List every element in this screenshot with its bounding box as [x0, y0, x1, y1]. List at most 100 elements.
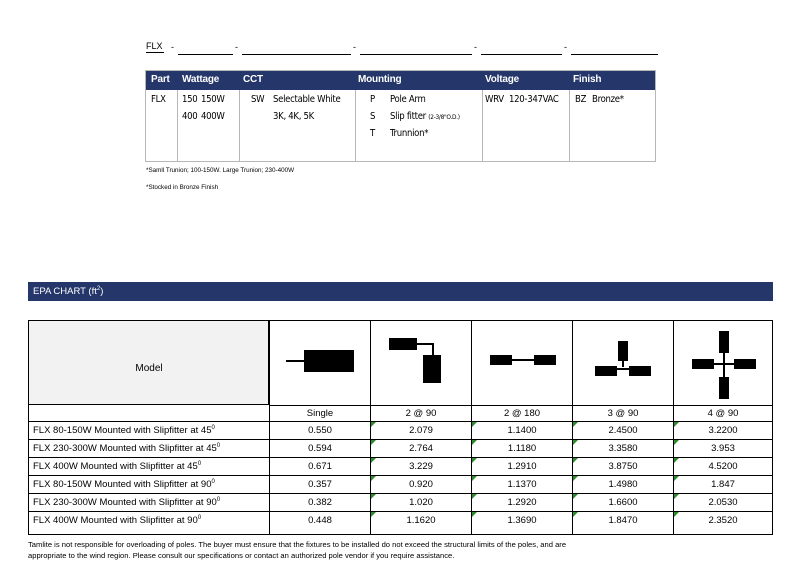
cell-marker	[674, 440, 679, 445]
epa-value: 3.3580	[608, 443, 638, 454]
epa-value: 1.6600	[608, 497, 638, 508]
table-row: FLX 400W Mounted with Slipfitter at 450 …	[29, 457, 772, 475]
column-header: 2 @ 90	[405, 408, 437, 419]
header-part: Part	[151, 74, 170, 85]
disclaimer: Tamlite is not responsible for overloadi…	[28, 540, 778, 561]
epa-value: 0.920	[409, 479, 433, 490]
mounting-label: Slip fitter (2-3/8"O.D.)	[390, 111, 460, 122]
cell-marker	[674, 476, 679, 481]
cell-marker	[371, 440, 376, 445]
column-header: 4 @ 90	[707, 408, 739, 419]
epa-value: 1.4980	[608, 479, 638, 490]
column-header: 2 @ 180	[503, 408, 541, 419]
column-header: 3 @ 90	[607, 408, 639, 419]
epa-value: 3.2200	[708, 425, 738, 436]
epa-value: 1.847	[711, 479, 735, 490]
cell-marker	[472, 476, 477, 481]
four-at-90-mount-icon	[674, 321, 772, 405]
epa-value: 1.2910	[507, 461, 537, 472]
table-row: FLX 400W Mounted with Slipfitter at 900 …	[29, 511, 772, 534]
epa-value: 4.5200	[708, 461, 738, 472]
ordering-table-header: Part Wattage CCT Mounting Voltage Finish	[146, 71, 655, 90]
finish-code: BZ	[575, 94, 587, 105]
wattage-code: 400	[182, 111, 198, 122]
cell-marker	[573, 458, 578, 463]
mounting-label: Trunnion*	[390, 128, 429, 139]
ordering-dash: -	[474, 42, 477, 52]
voltage-label: 120-347VAC	[509, 94, 559, 105]
ordering-blank-voltage	[481, 54, 562, 55]
cell-marker	[573, 512, 578, 517]
table-row: FLX 80-150W Mounted with Slipfitter at 9…	[29, 475, 772, 493]
cell-marker	[371, 458, 376, 463]
finish-note: *Stocked in Bronze Finish	[146, 184, 219, 191]
model-header: Model	[135, 363, 163, 374]
disclaimer-line: Tamlite is not responsible for overloadi…	[28, 540, 567, 549]
table-row: FLX 230-300W Mounted with Slipfitter at …	[29, 493, 772, 511]
epa-value: 2.0530	[708, 497, 738, 508]
cct-code: SW	[251, 94, 265, 105]
wattage-label: 400W	[201, 111, 225, 122]
row-model: FLX 80-150W Mounted with Slipfitter at 9…	[33, 479, 215, 491]
cct-label: Selectable White	[273, 94, 341, 105]
epa-value: 1.3690	[507, 515, 537, 526]
wattage-label: 150W	[201, 94, 225, 105]
ordering-dash: -	[235, 42, 238, 52]
cct-options: 3K, 4K, 5K	[273, 111, 314, 122]
ordering-blank-cct	[242, 54, 351, 55]
epa-chart-title: EPA CHART (ft2)	[28, 282, 773, 301]
header-mounting: Mounting	[358, 74, 402, 85]
row-model: FLX 230-300W Mounted with Slipfitter at …	[33, 443, 221, 455]
cell-marker	[371, 512, 376, 517]
epa-value: 0.357	[308, 479, 332, 490]
cell-marker	[573, 494, 578, 499]
cell-marker	[674, 512, 679, 517]
cell-marker	[674, 494, 679, 499]
epa-table: Model Single 2 @ 90 2 @ 180 3 @ 90 4 @ 9…	[28, 320, 773, 535]
mounting-code: S	[370, 111, 376, 122]
epa-value: 2.3520	[708, 515, 738, 526]
ordering-code-line: FLX - - - - -	[146, 41, 658, 55]
model-header-cell: Model	[29, 321, 269, 405]
epa-value: 1.8470	[608, 515, 638, 526]
cell-marker	[573, 422, 578, 427]
epa-value: 2.4500	[608, 425, 638, 436]
cell-marker	[674, 458, 679, 463]
mounting-label: Pole Arm	[390, 94, 426, 105]
header-cct: CCT	[243, 74, 263, 85]
cell-marker	[472, 440, 477, 445]
epa-value: 3.8750	[608, 461, 638, 472]
cell-marker	[472, 494, 477, 499]
cell-marker	[674, 422, 679, 427]
cell-marker	[472, 512, 477, 517]
epa-value: 0.671	[308, 461, 332, 472]
row-model: FLX 80-150W Mounted with Slipfitter at 4…	[33, 425, 215, 437]
epa-value: 0.594	[308, 443, 332, 454]
table-row: FLX 80-150W Mounted with Slipfitter at 4…	[29, 421, 772, 439]
wattage-code: 150	[182, 94, 198, 105]
epa-value: 1.2920	[507, 497, 537, 508]
finish-label: Bronze*	[592, 94, 624, 105]
trunnion-note: *Samll Trunion; 100-150W. Large Trunion;…	[146, 167, 295, 174]
header-voltage: Voltage	[485, 74, 519, 85]
cell-marker	[371, 422, 376, 427]
row-model: FLX 230-300W Mounted with Slipfitter at …	[33, 497, 221, 509]
mounting-code: T	[370, 128, 375, 139]
ordering-dash: -	[353, 42, 356, 52]
disclaimer-line: appropriate to the wind region. Please c…	[28, 550, 455, 560]
ordering-blank-finish	[571, 54, 658, 55]
header-wattage: Wattage	[182, 74, 220, 85]
part-code: FLX	[151, 94, 166, 105]
single-mount-icon	[270, 321, 370, 405]
epa-value: 1.1400	[507, 425, 537, 436]
ordering-dash: -	[564, 42, 567, 52]
ordering-prefix: FLX	[146, 41, 164, 53]
cell-marker	[472, 422, 477, 427]
cell-marker	[472, 458, 477, 463]
ordering-dash: -	[171, 42, 174, 52]
header-finish: Finish	[573, 74, 602, 85]
epa-value: 1.1370	[507, 479, 537, 490]
epa-value: 1.020	[409, 497, 433, 508]
epa-value: 3.953	[711, 443, 735, 454]
column-header: Single	[306, 408, 334, 419]
